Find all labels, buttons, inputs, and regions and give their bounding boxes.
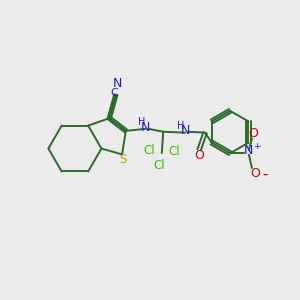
Text: -: -: [262, 167, 268, 182]
Text: S: S: [119, 153, 126, 166]
Text: N: N: [141, 121, 150, 134]
Text: N: N: [244, 144, 254, 157]
Text: Cl: Cl: [168, 145, 180, 158]
Text: N: N: [112, 77, 122, 90]
Text: O: O: [194, 149, 204, 162]
Text: N: N: [181, 124, 190, 137]
Text: Cl: Cl: [144, 143, 155, 157]
Text: C: C: [111, 88, 119, 98]
Text: H: H: [138, 117, 146, 127]
Text: O: O: [250, 167, 260, 180]
Text: Cl: Cl: [154, 159, 165, 172]
Text: O: O: [248, 127, 258, 140]
Text: H: H: [177, 121, 184, 131]
Text: +: +: [253, 142, 260, 151]
